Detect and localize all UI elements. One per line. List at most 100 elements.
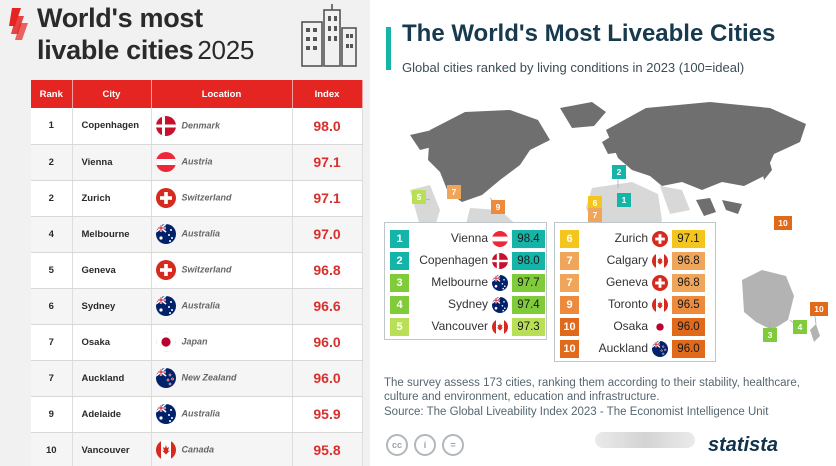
table-row: 7 Auckland New Zealand 96.0 [31,360,363,397]
index-cell: 98.0 [292,108,363,145]
legend-rank: 10 [560,318,579,336]
table-row: 2 Zurich Switzerland 97.1 [31,180,363,217]
city-skyline-icon [301,4,357,67]
index-cell: 97.1 [292,180,363,217]
legend-item: 6 Zurich 97.1 [560,230,707,248]
ranking-table: Rank City Location Index 1 Copenhagen Denm… [31,80,363,466]
table-row: 1 Copenhagen Denmark 98.0 [31,108,363,145]
location-cell: Australia [151,288,293,325]
rank-cell: 7 [31,360,73,397]
australia-flag-icon [492,275,508,291]
legend-city: Vienna [450,231,488,245]
index-cell: 95.8 [292,432,363,466]
legend-value: 97.4 [512,296,545,314]
creative-commons-icon: cc [386,434,408,456]
austria-flag-icon [155,152,176,172]
map-marker-sydney: 4 [793,320,807,334]
location-cell: Australia [151,396,293,433]
legend-value: 96.0 [672,318,705,336]
legend-rank: 5 [390,318,409,336]
col-index-header: Index [292,80,363,108]
australia-flag-icon [155,224,176,244]
left-title-line1: World's most [37,3,203,33]
map-marker-zurich: 6 [588,196,602,210]
legend-value: 96.8 [672,252,705,270]
canada-flag-icon [155,440,176,460]
legend-rank: 1 [390,230,409,248]
legend-item: 9 Toronto 96.5 [560,296,707,314]
rank-cell: 1 [31,108,73,145]
legend-value: 96.5 [672,296,705,314]
survey-note: The survey assess 173 cities, ranking th… [384,377,800,403]
canada-flag-icon [652,297,668,313]
table-header-row: Rank City Location Index [31,80,363,108]
left-infographic: World's most livable cities 2025 Rank Cit… [0,0,370,466]
title-accent-bar [386,27,391,70]
country-name: Switzerland [181,264,232,275]
legend-city: Calgary [606,253,648,267]
city-cell: Osaka [72,324,152,361]
col-city-header: City [72,80,152,108]
map-marker-auckland: 10 [810,302,828,316]
col-rank-header: Rank [31,80,73,108]
rank-cell: 5 [31,252,73,289]
map-marker-vienna: 1 [617,193,631,207]
canada-flag-icon [492,319,508,335]
country-name: Australia [181,228,221,239]
city-cell: Vienna [72,144,152,181]
legend-rank: 10 [560,340,579,358]
table-row: 6 Sydney Australia 96.6 [31,288,363,325]
newzealand-flag-icon [155,368,176,388]
location-cell: Switzerland [151,180,293,217]
japan-flag-icon [155,332,176,352]
location-cell: Austria [151,144,293,181]
country-name: Canada [181,444,215,455]
location-cell: New Zealand [151,360,293,397]
table-row: 10 Vancouver Canada 95.8 [31,432,363,466]
location-cell: Switzerland [151,252,293,289]
table-row: 2 Vienna Austria 97.1 [31,144,363,181]
right-title: The World's Most Liveable Cities [402,20,776,47]
legend-city: Melbourne [431,275,488,289]
legend-city: Copenhagen [419,253,488,267]
legend-city: Zurich [614,231,648,245]
left-title-year: 2025 [197,35,255,65]
legend-item: 2 Copenhagen 98.0 [390,252,547,270]
brand-logo-icon [9,8,28,40]
japan-flag-icon [652,319,668,335]
index-cell: 96.0 [292,360,363,397]
left-title: World's most livable cities 2025 [37,2,254,66]
statista-logo: statista [708,434,779,456]
legend-item: 7 Calgary 96.8 [560,252,707,270]
legend-value: 96.0 [672,340,705,358]
country-name: New Zealand [181,372,237,383]
legend-city: Osaka [613,319,648,333]
country-name: Japan [181,336,208,347]
right-subtitle: Global cities ranked by living condition… [402,60,745,75]
source-line: Source: The Global Liveability Index 202… [384,406,769,418]
switzerland-flag-icon [155,188,176,208]
legend-value: 97.7 [512,274,545,292]
legend-item: 4 Sydney 97.4 [390,296,547,314]
legend-city: Vancouver [431,319,488,333]
location-cell: Japan [151,324,293,361]
location-cell: Denmark [151,108,293,145]
city-cell: Sydney [72,288,152,325]
denmark-flag-icon [492,253,508,269]
table-row: 5 Geneva Switzerland 96.8 [31,252,363,289]
rank-cell: 10 [31,432,73,466]
legend-item: 10 Auckland 96.0 [560,340,707,358]
denmark-flag-icon [155,115,176,136]
legend-value: 97.1 [672,230,705,248]
no-derivatives-icon: = [442,434,464,456]
australia-flag-icon [492,297,508,313]
city-cell: Melbourne [72,216,152,253]
country-name: Austria [181,156,213,167]
city-cell: Zurich [72,180,152,217]
country-name: Australia [181,408,221,419]
rank-cell: 4 [31,216,73,253]
map-marker-vancouver: 5 [412,190,426,204]
map-marker-toronto: 9 [491,200,505,214]
city-cell: Geneva [72,252,152,289]
newzealand-flag-icon [652,341,668,357]
